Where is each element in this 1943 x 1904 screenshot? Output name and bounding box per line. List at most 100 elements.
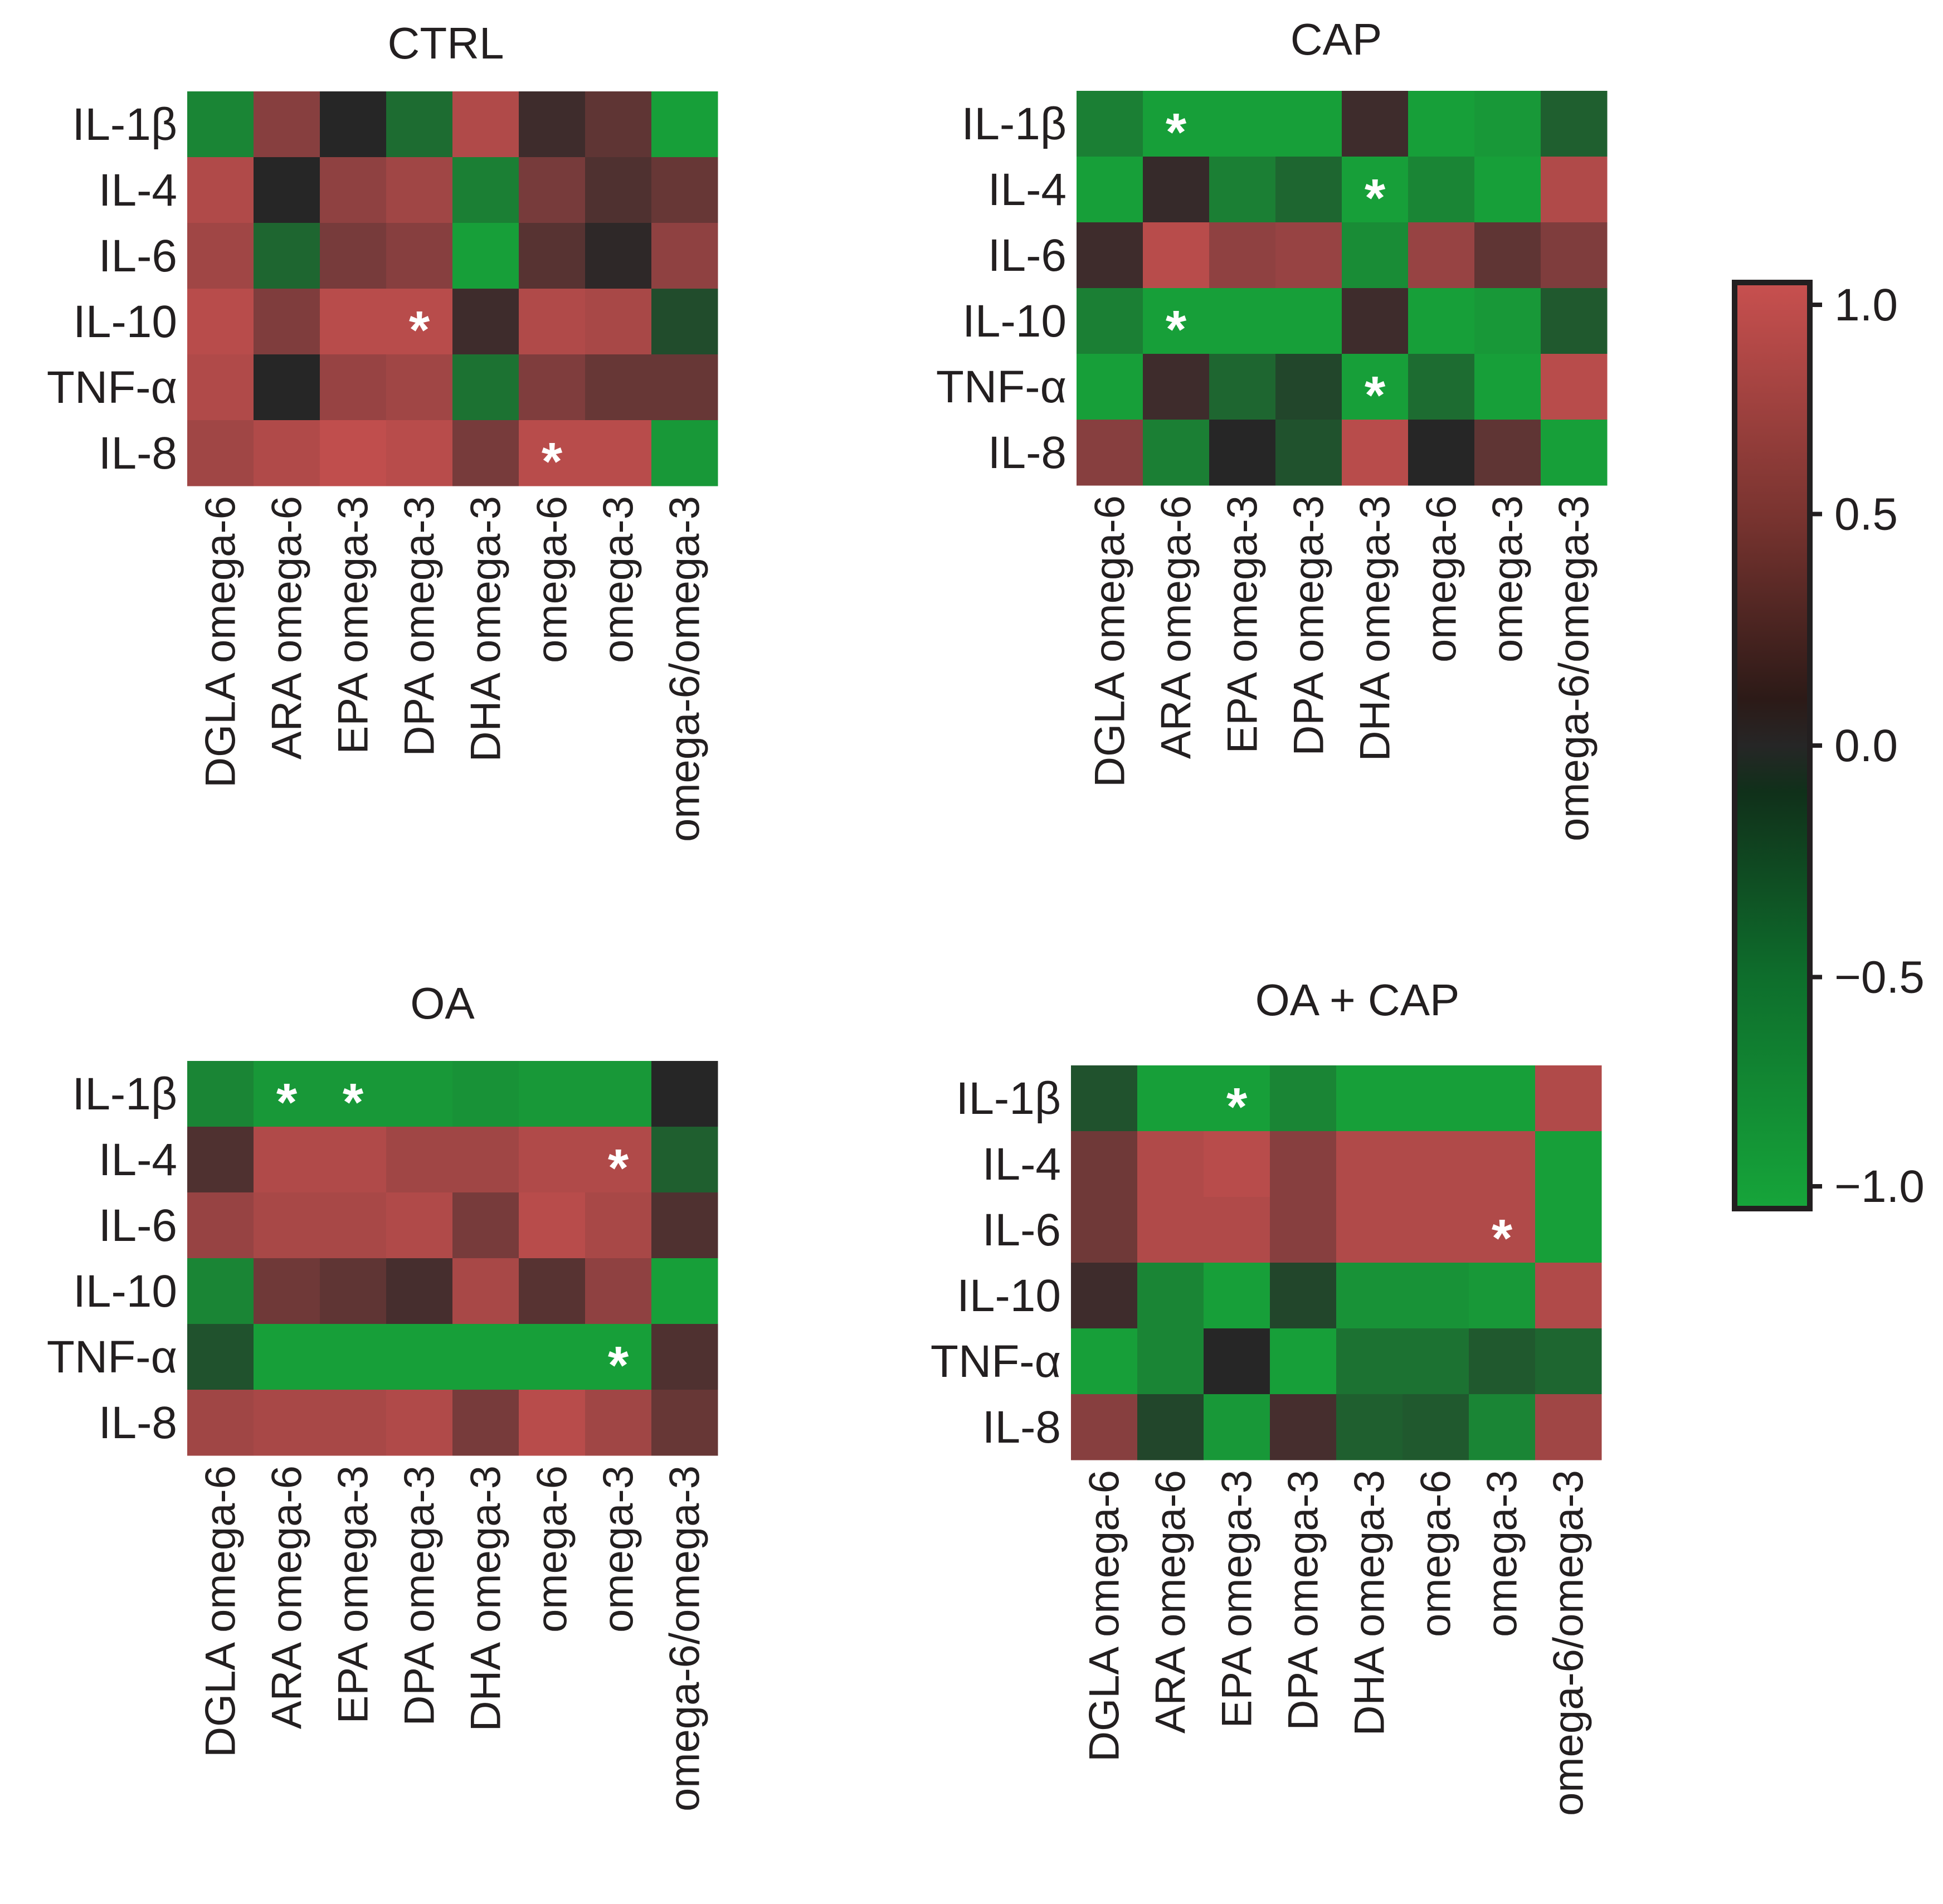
significance-star: * <box>1365 168 1386 228</box>
heatmap-cell <box>187 157 254 223</box>
column-label: DGLA omega-6 <box>1087 495 1134 787</box>
column-label: ARA omega-6 <box>1147 1470 1195 1733</box>
heatmap-cell <box>519 354 586 421</box>
heatmap-cell <box>187 91 254 158</box>
heatmap-cell <box>320 1390 387 1456</box>
heatmap-cell <box>1204 1065 1270 1132</box>
heatmap-cell <box>1071 1197 1138 1263</box>
heatmap-cell <box>1403 1394 1469 1460</box>
column-label: DPA omega-3 <box>1285 495 1333 756</box>
heatmap-cell <box>320 1258 387 1324</box>
heatmap-cell <box>651 223 718 289</box>
heatmap-cell <box>1541 222 1608 289</box>
heatmap-cell <box>1469 1263 1536 1329</box>
column-label: DPA omega-3 <box>1280 1470 1327 1731</box>
heatmap-cell <box>1535 1065 1602 1132</box>
heatmap-cell <box>1270 1328 1337 1395</box>
column-label: EPA omega-3 <box>1219 495 1267 753</box>
heatmap-cell <box>1137 1263 1204 1329</box>
significance-star: * <box>1365 366 1386 425</box>
heatmap-cell <box>386 1324 453 1390</box>
heatmap-cell <box>1143 91 1210 157</box>
column-label: DHA omega-3 <box>1346 1470 1394 1736</box>
heatmap-cell <box>1474 157 1541 223</box>
column-label: ARA omega-6 <box>1153 495 1200 759</box>
heatmap-cell <box>1469 1328 1536 1395</box>
heatmap-cell <box>1403 1065 1469 1132</box>
heatmap-cell <box>254 1324 320 1390</box>
heatmap-cell <box>187 1258 254 1324</box>
panel-title: CTRL <box>388 18 504 68</box>
heatmap-cell <box>1270 1131 1337 1197</box>
heatmap-cell <box>1469 1394 1536 1460</box>
heatmap-cell <box>320 91 387 158</box>
row-label: TNF-α <box>936 362 1067 412</box>
heatmap-cell <box>1336 1065 1403 1132</box>
heatmap-cell <box>1541 420 1608 486</box>
row-label: IL-8 <box>99 1397 177 1448</box>
heatmap-cell <box>320 420 387 486</box>
heatmap-cell <box>1541 91 1608 157</box>
heatmap-cell <box>1137 1394 1204 1460</box>
row-label: TNF-α <box>47 362 177 413</box>
heatmap-cell <box>187 223 254 289</box>
column-label: omega-6/omega-3 <box>661 496 709 842</box>
heatmap-cell <box>585 157 652 223</box>
heatmap-cell <box>386 1127 453 1193</box>
heatmap-cell <box>1071 1065 1138 1132</box>
heatmap-cell <box>651 1390 718 1456</box>
row-label: IL-10 <box>957 1270 1061 1321</box>
heatmap-cell <box>1541 288 1608 354</box>
heatmap-cell <box>1143 420 1210 486</box>
heatmap-cell <box>1535 1197 1602 1263</box>
heatmap-cell <box>585 1324 652 1390</box>
column-label: omega-6/omega-3 <box>1545 1470 1593 1816</box>
heatmap-cell <box>1209 222 1276 289</box>
heatmap-cell <box>1336 1263 1403 1329</box>
heatmap-cell <box>651 1192 718 1259</box>
heatmap-cell <box>320 1127 387 1193</box>
colorbar-tick-label: 0.5 <box>1834 489 1898 540</box>
heatmap-cell <box>1143 288 1210 354</box>
heatmap-cell <box>585 1192 652 1259</box>
column-label: DGLA omega-6 <box>1081 1470 1128 1762</box>
row-label: IL-6 <box>982 1205 1061 1255</box>
heatmap-cell <box>1336 1328 1403 1395</box>
heatmap-cell <box>254 1390 320 1456</box>
column-label: DHA omega-3 <box>462 1465 510 1731</box>
heatmap-cell <box>1408 157 1475 223</box>
row-label: IL-10 <box>73 1266 177 1317</box>
heatmap-cell <box>1209 91 1276 157</box>
row-label: IL-6 <box>99 231 177 281</box>
heatmap-cell <box>1209 288 1276 354</box>
heatmap-panel-1: CAP IL-1β IL-4 IL-6 IL-10 TNF-α IL-8 DGLA omega… <box>936 14 1608 841</box>
heatmap-cell <box>1143 222 1210 289</box>
heatmap-cell <box>320 1061 387 1127</box>
heatmap-cell <box>651 1061 718 1127</box>
heatmap-cell <box>452 1061 519 1127</box>
heatmap-cell <box>320 1192 387 1259</box>
heatmap-cell <box>1469 1197 1536 1263</box>
column-label: omega-6/omega-3 <box>661 1465 709 1812</box>
significance-star: * <box>409 300 430 360</box>
colorbar-tick-label: −1.0 <box>1834 1161 1925 1212</box>
heatmap-cell <box>1071 1263 1138 1329</box>
heatmap-cell <box>651 1258 718 1324</box>
heatmap-cell <box>1403 1131 1469 1197</box>
heatmap-cell <box>320 223 387 289</box>
row-label: IL-4 <box>988 164 1067 215</box>
heatmap-cell <box>1143 157 1210 223</box>
heatmap-cell <box>585 289 652 355</box>
panel-title: CAP <box>1291 14 1382 64</box>
heatmap-cell <box>585 1127 652 1193</box>
heatmap-cell <box>452 1192 519 1259</box>
row-label: IL-4 <box>99 165 177 216</box>
column-label: DPA omega-3 <box>396 496 444 757</box>
row-label: IL-4 <box>982 1139 1061 1190</box>
row-label: IL-1β <box>72 99 177 150</box>
heatmap-cell <box>254 91 320 158</box>
heatmap-cell <box>1474 222 1541 289</box>
heatmap-cell <box>1474 354 1541 420</box>
heatmap-cell <box>1137 1065 1204 1132</box>
heatmap-cell <box>1275 288 1342 354</box>
